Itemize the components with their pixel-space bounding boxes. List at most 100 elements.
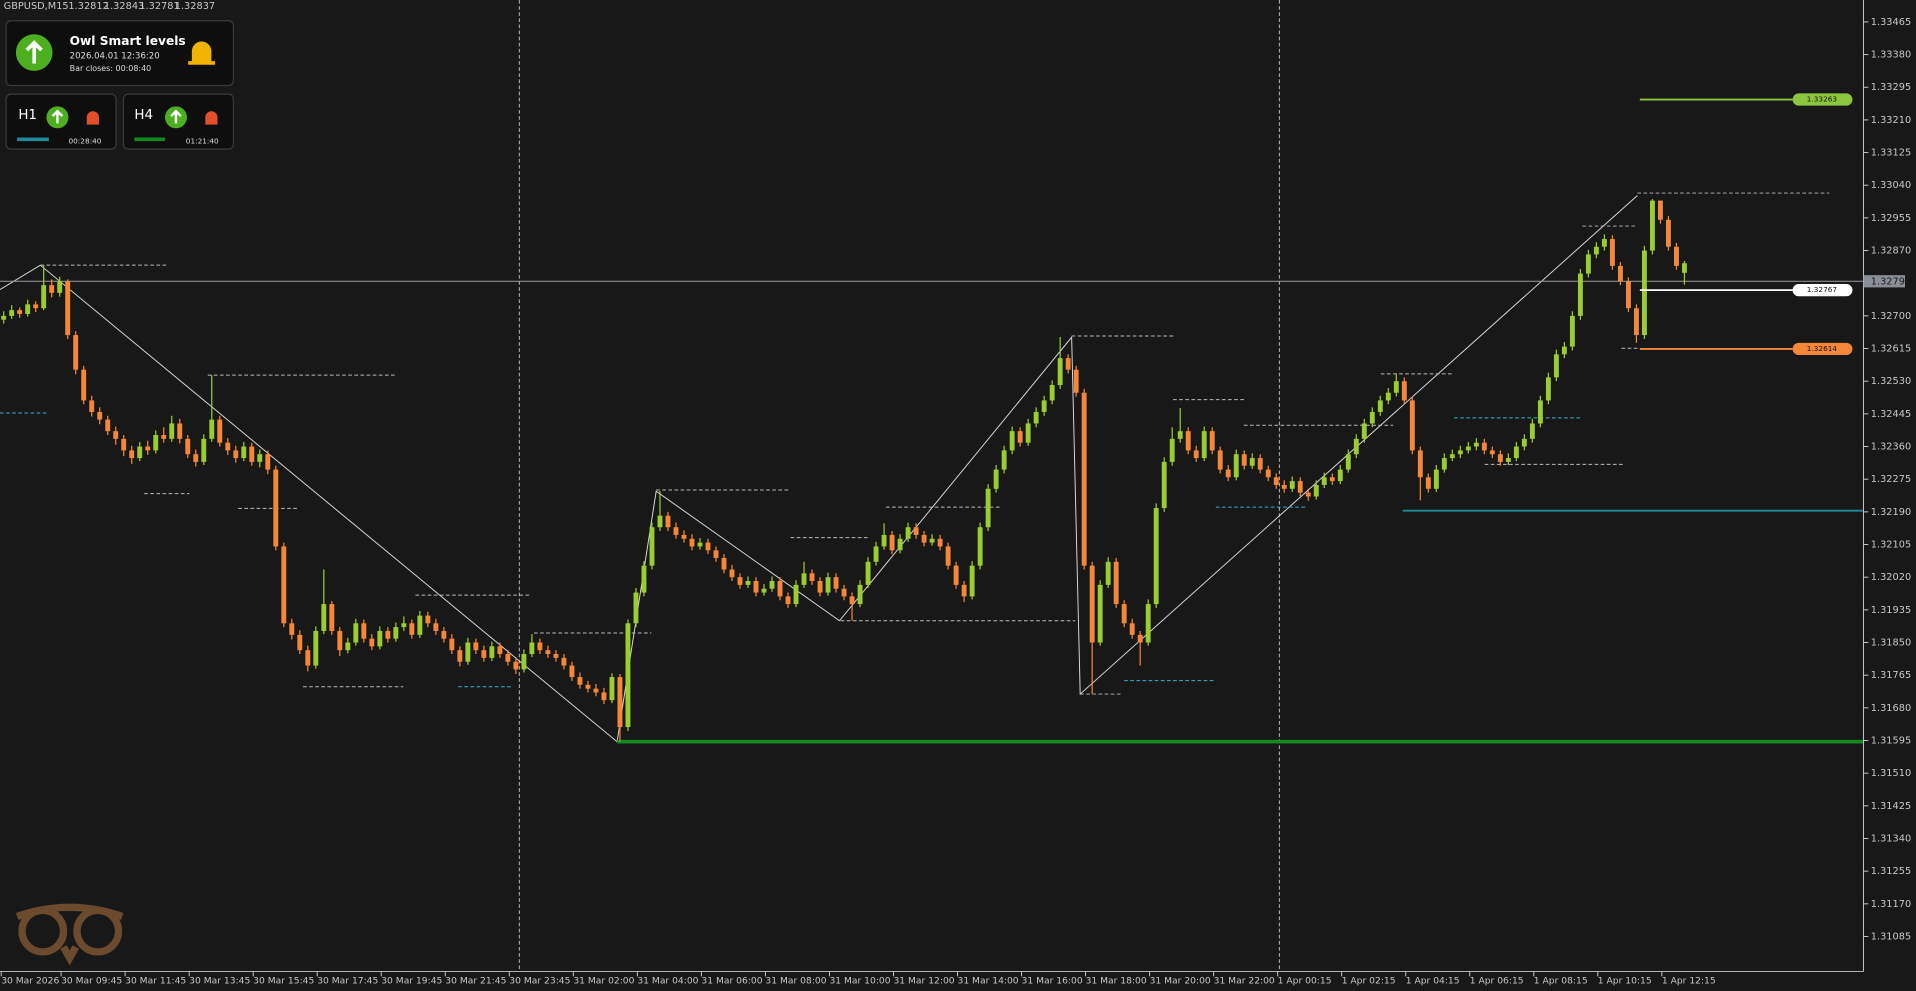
- candle-body: [249, 446, 255, 462]
- logo-eye: [18, 906, 68, 956]
- y-tick-label: 1.32275: [1871, 474, 1911, 485]
- candle-body: [665, 515, 671, 528]
- candle-body: [489, 646, 495, 658]
- candle-body: [1009, 431, 1015, 451]
- candle-body: [1385, 392, 1391, 401]
- candle-body: [105, 419, 111, 432]
- candle-body: [1129, 623, 1135, 635]
- candle-body: [737, 577, 743, 585]
- panel-box: [5, 20, 235, 87]
- candle-body: [1153, 508, 1159, 605]
- x-tick-label: 1 Apr 04:15: [1406, 976, 1460, 987]
- candle-body: [441, 630, 447, 639]
- x-tick-label: 30 Mar 19:45: [381, 976, 442, 987]
- level-box: [1792, 342, 1853, 356]
- candle-body: [1553, 354, 1559, 378]
- candle-body: [1073, 369, 1079, 393]
- y-tick-label: 1.32530: [1871, 376, 1911, 387]
- candle-body: [1633, 308, 1639, 336]
- candle-body: [1521, 438, 1527, 447]
- candle-body: [777, 581, 783, 597]
- candle-body: [145, 446, 151, 451]
- candle-body: [1113, 561, 1119, 605]
- y-tick-label: 1.31680: [1871, 703, 1911, 714]
- plot: 1.33263 1.32767 1.32614: [0, 93, 1864, 744]
- candle-body: [17, 310, 23, 314]
- candle-body: [1649, 200, 1655, 251]
- candle-body: [761, 588, 767, 593]
- candle-body: [545, 650, 551, 655]
- candle-body: [385, 630, 391, 639]
- candle-body: [865, 561, 871, 585]
- candle-body: [881, 534, 887, 547]
- candle-body: [1145, 604, 1151, 643]
- candle-body: [1097, 584, 1103, 643]
- candle-body: [857, 584, 863, 605]
- candle-body: [1369, 411, 1375, 424]
- candle-body: [273, 469, 279, 547]
- candle-body: [553, 654, 559, 658]
- candle-body: [1241, 454, 1247, 466]
- candle-body: [1473, 442, 1479, 447]
- candle-body: [1081, 392, 1087, 566]
- candle-body: [153, 435, 159, 451]
- ohlc-value: 1.32812: [68, 1, 108, 12]
- candle-body: [1489, 450, 1495, 455]
- candle-body: [889, 534, 895, 551]
- candle-body: [257, 454, 263, 462]
- y-tick-label: 1.32870: [1871, 246, 1911, 257]
- y-tick-label: 1.32615: [1871, 344, 1911, 355]
- candle-body: [113, 431, 119, 439]
- candle-body: [1033, 411, 1039, 424]
- candle-body: [1193, 450, 1199, 459]
- y-tick-label: 1.31935: [1871, 605, 1911, 616]
- candle-body: [281, 546, 287, 624]
- candle-body: [961, 584, 967, 597]
- candle-body: [753, 581, 759, 593]
- logo-eye: [73, 906, 123, 956]
- bar-closes: Bar closes: 00:08:40: [70, 64, 152, 73]
- candle-body: [937, 538, 943, 547]
- candle-body: [1529, 423, 1535, 439]
- candle-body: [377, 630, 383, 647]
- y-tick-label: 1.32360: [1871, 442, 1911, 453]
- candle-body: [953, 565, 959, 585]
- symbol: GBPUSD,M15: [4, 1, 69, 12]
- level-box: [1792, 93, 1853, 106]
- x-tick-label: 30 Mar 13:45: [189, 976, 250, 987]
- candle-body: [33, 304, 39, 309]
- candle-body: [617, 677, 623, 728]
- candle-body: [817, 581, 823, 593]
- logo: [15, 903, 124, 966]
- candle-body: [49, 285, 55, 293]
- candle-body: [1593, 246, 1599, 255]
- candle-body: [929, 538, 935, 543]
- candle-body: [1433, 469, 1439, 489]
- candle-body: [1297, 481, 1303, 493]
- y-tick-label: 1.32020: [1871, 572, 1911, 583]
- x-tick-label: 1 Apr 06:15: [1470, 976, 1524, 987]
- candle-body: [1041, 400, 1047, 412]
- y-tick-label: 1.33380: [1871, 50, 1911, 61]
- candle-body: [561, 657, 567, 666]
- candle-body: [1393, 381, 1399, 393]
- y-tick-label: 1.31425: [1871, 801, 1911, 812]
- candle-body: [473, 642, 479, 651]
- candle-body: [481, 650, 487, 658]
- level-box: [1792, 284, 1853, 297]
- y-tick-label: 1.31170: [1871, 899, 1911, 910]
- candle-body: [569, 665, 575, 678]
- candle-body: [825, 577, 831, 593]
- candle-body: [1513, 446, 1519, 459]
- candle-body: [241, 446, 247, 459]
- candle-body: [1017, 431, 1023, 443]
- tf-name: H4: [134, 108, 153, 123]
- candle-body: [465, 642, 471, 662]
- candle-body: [1577, 273, 1583, 316]
- y-tick-label: 1.31595: [1871, 735, 1911, 746]
- candle-body: [393, 627, 399, 639]
- candle-body: [745, 581, 751, 585]
- y-tick-label: 1.33295: [1871, 82, 1911, 93]
- candle-body: [713, 550, 719, 558]
- candle-body: [1065, 358, 1071, 370]
